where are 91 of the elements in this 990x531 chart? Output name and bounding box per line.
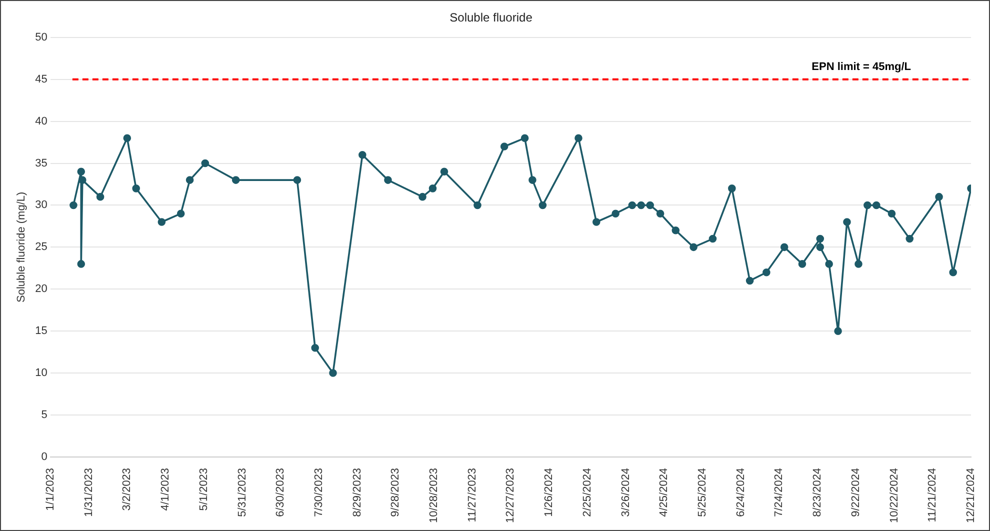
point [834,327,842,335]
point [329,369,337,377]
point [474,201,482,210]
point [201,159,210,168]
point [77,260,86,268]
point [728,184,736,192]
point [528,176,536,184]
y-tick-label: 40 [35,115,48,128]
point [816,234,824,243]
x-tick-label: 5/25/2024 [696,468,709,517]
point [186,176,194,184]
y-tick-label: 45 [35,73,48,86]
point [949,268,957,276]
point [293,176,302,184]
point [872,201,880,210]
x-tick-label: 4/1/2023 [160,468,172,511]
x-tick-label: 5/1/2023 [198,468,210,511]
chart-title: Soluble fluoride [450,10,533,25]
x-tick-label: 11/21/2024 [926,468,939,522]
point [935,192,943,201]
x-tick-label: 4/25/2024 [658,468,670,517]
x-tick-label: 9/28/2023 [390,468,402,517]
y-tick-label: 10 [35,367,48,380]
point [592,218,600,226]
point [384,176,392,184]
x-tick-label: 8/29/2023 [351,468,364,517]
y-axis-title: Soluble fluoride (mg/L) [16,192,28,303]
point [158,218,166,226]
x-tick-label: 3/2/2023 [121,468,134,511]
point [78,176,86,184]
point [612,210,620,218]
point [825,260,833,268]
x-tick-label: 10/28/2023 [428,468,440,524]
x-tick-label: 7/30/2023 [312,468,325,517]
x-tick-label: 1/31/2023 [82,468,95,517]
ref-line-label: EPN limit = 45mg/L [812,60,912,73]
point [123,134,132,142]
point [311,344,319,352]
x-tick-label: 2/25/2024 [581,468,594,517]
point [637,201,646,210]
x-tick-label: 6/24/2024 [734,468,747,517]
point [708,234,717,243]
x-tick-label: 12/27/2023 [504,468,517,524]
point [646,201,654,210]
x-tick-label: 1/26/2024 [543,468,556,517]
point [96,192,104,201]
point [690,243,698,252]
x-tick-label: 1/1/2023 [44,468,56,511]
x-tick-label: 10/22/2024 [888,468,900,524]
x-tick-label: 11/27/2023 [466,468,478,522]
y-tick-label: 35 [35,157,48,170]
y-tick-label: 30 [35,199,48,212]
x-tick-label: 3/26/2024 [620,468,632,517]
point [888,210,896,218]
y-tick-label: 15 [35,325,48,338]
point [77,168,86,176]
point [746,276,754,285]
point [780,243,788,252]
point [176,210,185,218]
x-tick-label: 8/23/2024 [812,468,824,517]
point [906,234,914,243]
point [816,243,824,252]
y-tick-label: 5 [41,409,48,422]
point [854,260,862,268]
point [762,268,770,276]
point [864,201,872,210]
point [656,210,664,218]
x-tick-label: 12/21/2024 [965,468,978,524]
point [843,218,851,226]
point [574,134,582,142]
point [798,260,806,268]
point [428,184,437,192]
point [132,184,140,192]
point [672,226,680,234]
point [500,142,508,150]
point [232,176,240,184]
y-tick-label: 25 [35,241,48,254]
x-tick-label: 9/22/2024 [850,468,862,517]
y-tick-label: 50 [35,31,48,44]
point [628,201,636,210]
point [520,134,529,142]
point [358,150,366,159]
point [440,168,448,176]
x-tick-label: 6/30/2023 [274,468,287,517]
y-tick-label: 20 [35,283,48,296]
x-tick-label: 7/24/2024 [773,468,786,517]
point [70,201,78,210]
y-tick-label: 0 [41,450,48,463]
point [538,201,547,210]
x-tick-label: 5/31/2023 [236,468,248,517]
point [418,192,426,201]
